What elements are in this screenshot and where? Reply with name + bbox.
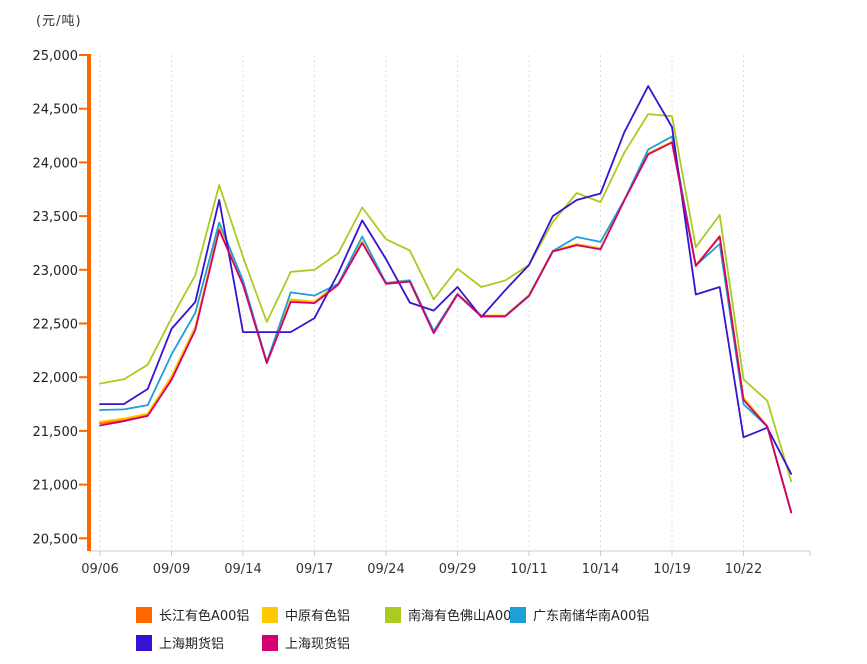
y-axis-unit-label: (元/吨) bbox=[36, 14, 82, 29]
series-line-5 bbox=[99, 141, 793, 514]
legend-item-series-1[interactable]: 中原有色铝 bbox=[262, 605, 385, 624]
legend-label: 南海有色佛山A00铝 bbox=[408, 609, 525, 624]
x-tick-label: 10/19 bbox=[653, 562, 690, 577]
series-line-4 bbox=[99, 85, 793, 475]
x-tick-label: 09/17 bbox=[296, 562, 333, 577]
x-tick-label: 10/11 bbox=[510, 562, 547, 577]
legend-cell: 上海现货铝 bbox=[262, 633, 385, 652]
legend-row: 长江有色A00铝 中原有色铝 南海有色佛山A00铝 广东南储华南A00铝 bbox=[136, 605, 796, 624]
x-tick-label: 09/06 bbox=[81, 562, 118, 577]
legend-cell: 上海期货铝 bbox=[136, 633, 262, 652]
y-tick-label: 22,500 bbox=[33, 318, 79, 333]
x-tick-label: 09/09 bbox=[153, 562, 190, 577]
line-chart-plot: 09/06 09/09 09/14 09/17 09/24 09/29 10/11 10/14… bbox=[33, 49, 811, 577]
y-tick-label: 23,500 bbox=[33, 210, 79, 225]
legend-swatch-icon bbox=[136, 634, 152, 651]
legend-swatch-icon bbox=[262, 634, 278, 651]
legend-swatch-icon bbox=[385, 606, 401, 623]
legend-item-series-3[interactable]: 广东南储华南A00铝 bbox=[510, 605, 690, 624]
y-tick-label: 22,000 bbox=[33, 371, 79, 386]
legend-item-series-4[interactable]: 上海期货铝 bbox=[136, 633, 262, 652]
legend-label: 中原有色铝 bbox=[285, 609, 351, 624]
chart-legend: 长江有色A00铝 中原有色铝 南海有色佛山A00铝 广东南储华南A00铝 上海期货铝 上海… bbox=[136, 605, 796, 661]
legend-label: 上海现货铝 bbox=[285, 637, 351, 652]
x-tick-label: 10/22 bbox=[725, 562, 762, 577]
x-tick-label: 09/24 bbox=[367, 562, 404, 577]
legend-swatch-icon bbox=[262, 606, 278, 623]
y-tick-label: 21,500 bbox=[33, 425, 79, 440]
y-tick-label: 21,000 bbox=[33, 479, 79, 494]
x-tick-label: 09/29 bbox=[439, 562, 476, 577]
legend-row: 上海期货铝 上海现货铝 bbox=[136, 633, 796, 652]
legend-item-series-2[interactable]: 南海有色佛山A00铝 bbox=[385, 605, 524, 624]
legend-label: 上海期货铝 bbox=[159, 637, 225, 652]
y-tick-label: 24,500 bbox=[33, 103, 79, 118]
legend-cell: 中原有色铝 bbox=[262, 605, 385, 624]
y-tick-label: 25,000 bbox=[33, 49, 79, 64]
legend-label: 广东南储华南A00铝 bbox=[533, 609, 650, 624]
legend-item-series-0[interactable]: 长江有色A00铝 bbox=[136, 605, 262, 624]
legend-cell: 南海有色佛山A00铝 bbox=[385, 605, 524, 624]
y-tick-label: 23,000 bbox=[33, 264, 79, 279]
y-tick-label: 20,500 bbox=[33, 532, 79, 547]
x-tick-label: 09/14 bbox=[224, 562, 261, 577]
legend-cell: 广东南储华南A00铝 bbox=[510, 605, 690, 624]
legend-swatch-icon bbox=[136, 606, 152, 623]
y-tick-label: 24,000 bbox=[33, 156, 79, 171]
series-line-2 bbox=[99, 113, 793, 483]
legend-item-series-5[interactable]: 上海现货铝 bbox=[262, 633, 385, 652]
x-tick-label: 10/14 bbox=[582, 562, 619, 577]
y-axis-line bbox=[87, 54, 91, 551]
series-line-3 bbox=[99, 135, 793, 513]
legend-cell: 长江有色A00铝 bbox=[136, 605, 262, 624]
legend-swatch-icon bbox=[510, 606, 526, 623]
legend-label: 长江有色A00铝 bbox=[159, 609, 250, 624]
